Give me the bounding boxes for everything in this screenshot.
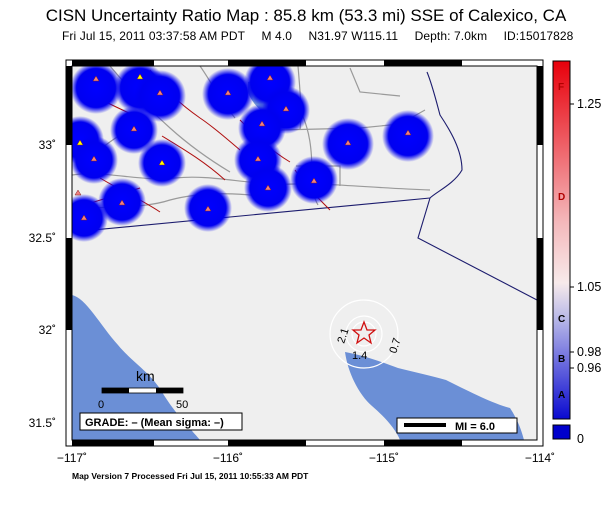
map-canvas: 2.1 1.4 0.7 km 0 50 GRADE: – (Mean sigma…: [72, 66, 537, 440]
epicenter-star-icon: [351, 320, 377, 345]
event-date: Fri Jul 15, 2011 03:37:58 AM PDT: [62, 29, 246, 43]
colorbar-value: 1.25: [577, 97, 601, 111]
state-border: [417, 71, 537, 301]
colorbar-zero-swatch: [552, 424, 571, 440]
scale-bar: km 0 50: [98, 368, 188, 411]
lon-tick: −116˚: [213, 451, 243, 465]
contour-label-b: 1.4: [352, 350, 367, 362]
grade-letter: D: [558, 192, 565, 203]
scale-start: 0: [98, 399, 104, 411]
lon-tick: −115˚: [369, 451, 399, 465]
colorbar-value: 1.05: [577, 280, 601, 294]
lat-axis: 33˚ 32.5˚ 32˚ 31.5˚: [29, 138, 56, 430]
mi-legend-text: MI = 6.0: [455, 421, 495, 433]
event-id: ID:15017828: [503, 29, 574, 43]
grade-letter: F: [558, 82, 564, 93]
grade-box: [79, 412, 243, 431]
lon-tick: −117˚: [57, 451, 87, 465]
colorbar: F D C B A 1.25 1.05 0.98 0.96 0: [552, 60, 601, 446]
processed-footer: Map Version 7 Processed Fri Jul 15, 2011…: [72, 471, 309, 481]
lat-tick: 31.5˚: [29, 416, 56, 430]
us-mexico-border: [72, 197, 431, 233]
colorbar-value: 0.96: [577, 361, 601, 375]
lat-tick: 32.5˚: [29, 231, 56, 245]
pacific-ocean: [72, 295, 200, 440]
lat-tick: 33˚: [39, 138, 56, 152]
event-depth: Depth: 7.0km: [414, 29, 488, 43]
mi-legend: [396, 417, 518, 434]
lat-tick: 32˚: [39, 323, 56, 337]
map-title: CISN Uncertainty Ratio Map : 85.8 km (53…: [45, 6, 567, 25]
grade-letter: B: [558, 354, 565, 365]
station-markers: [74, 73, 412, 221]
colorbar-value: 0.98: [577, 345, 601, 359]
lon-axis: −117˚ −116˚ −115˚ −114˚: [57, 451, 555, 465]
scale-end: 50: [176, 399, 188, 411]
lon-tick: −114˚: [525, 451, 555, 465]
event-magnitude: M 4.0: [261, 29, 293, 43]
contour-label-a: 2.1: [335, 327, 351, 345]
scale-unit: km: [136, 368, 155, 384]
event-location: N31.97 W115.11: [308, 29, 399, 43]
grade-letter: A: [558, 390, 565, 401]
grade-text: GRADE: – (Mean sigma: –): [85, 417, 224, 429]
map-frame: [65, 59, 544, 447]
event-info: Fri Jul 15, 2011 03:37:58 AM PDT M 4.0 N…: [62, 29, 586, 43]
grade-letter: C: [558, 314, 565, 325]
colorbar-value: 0: [577, 432, 584, 446]
contour-label-c: 0.7: [387, 337, 403, 355]
